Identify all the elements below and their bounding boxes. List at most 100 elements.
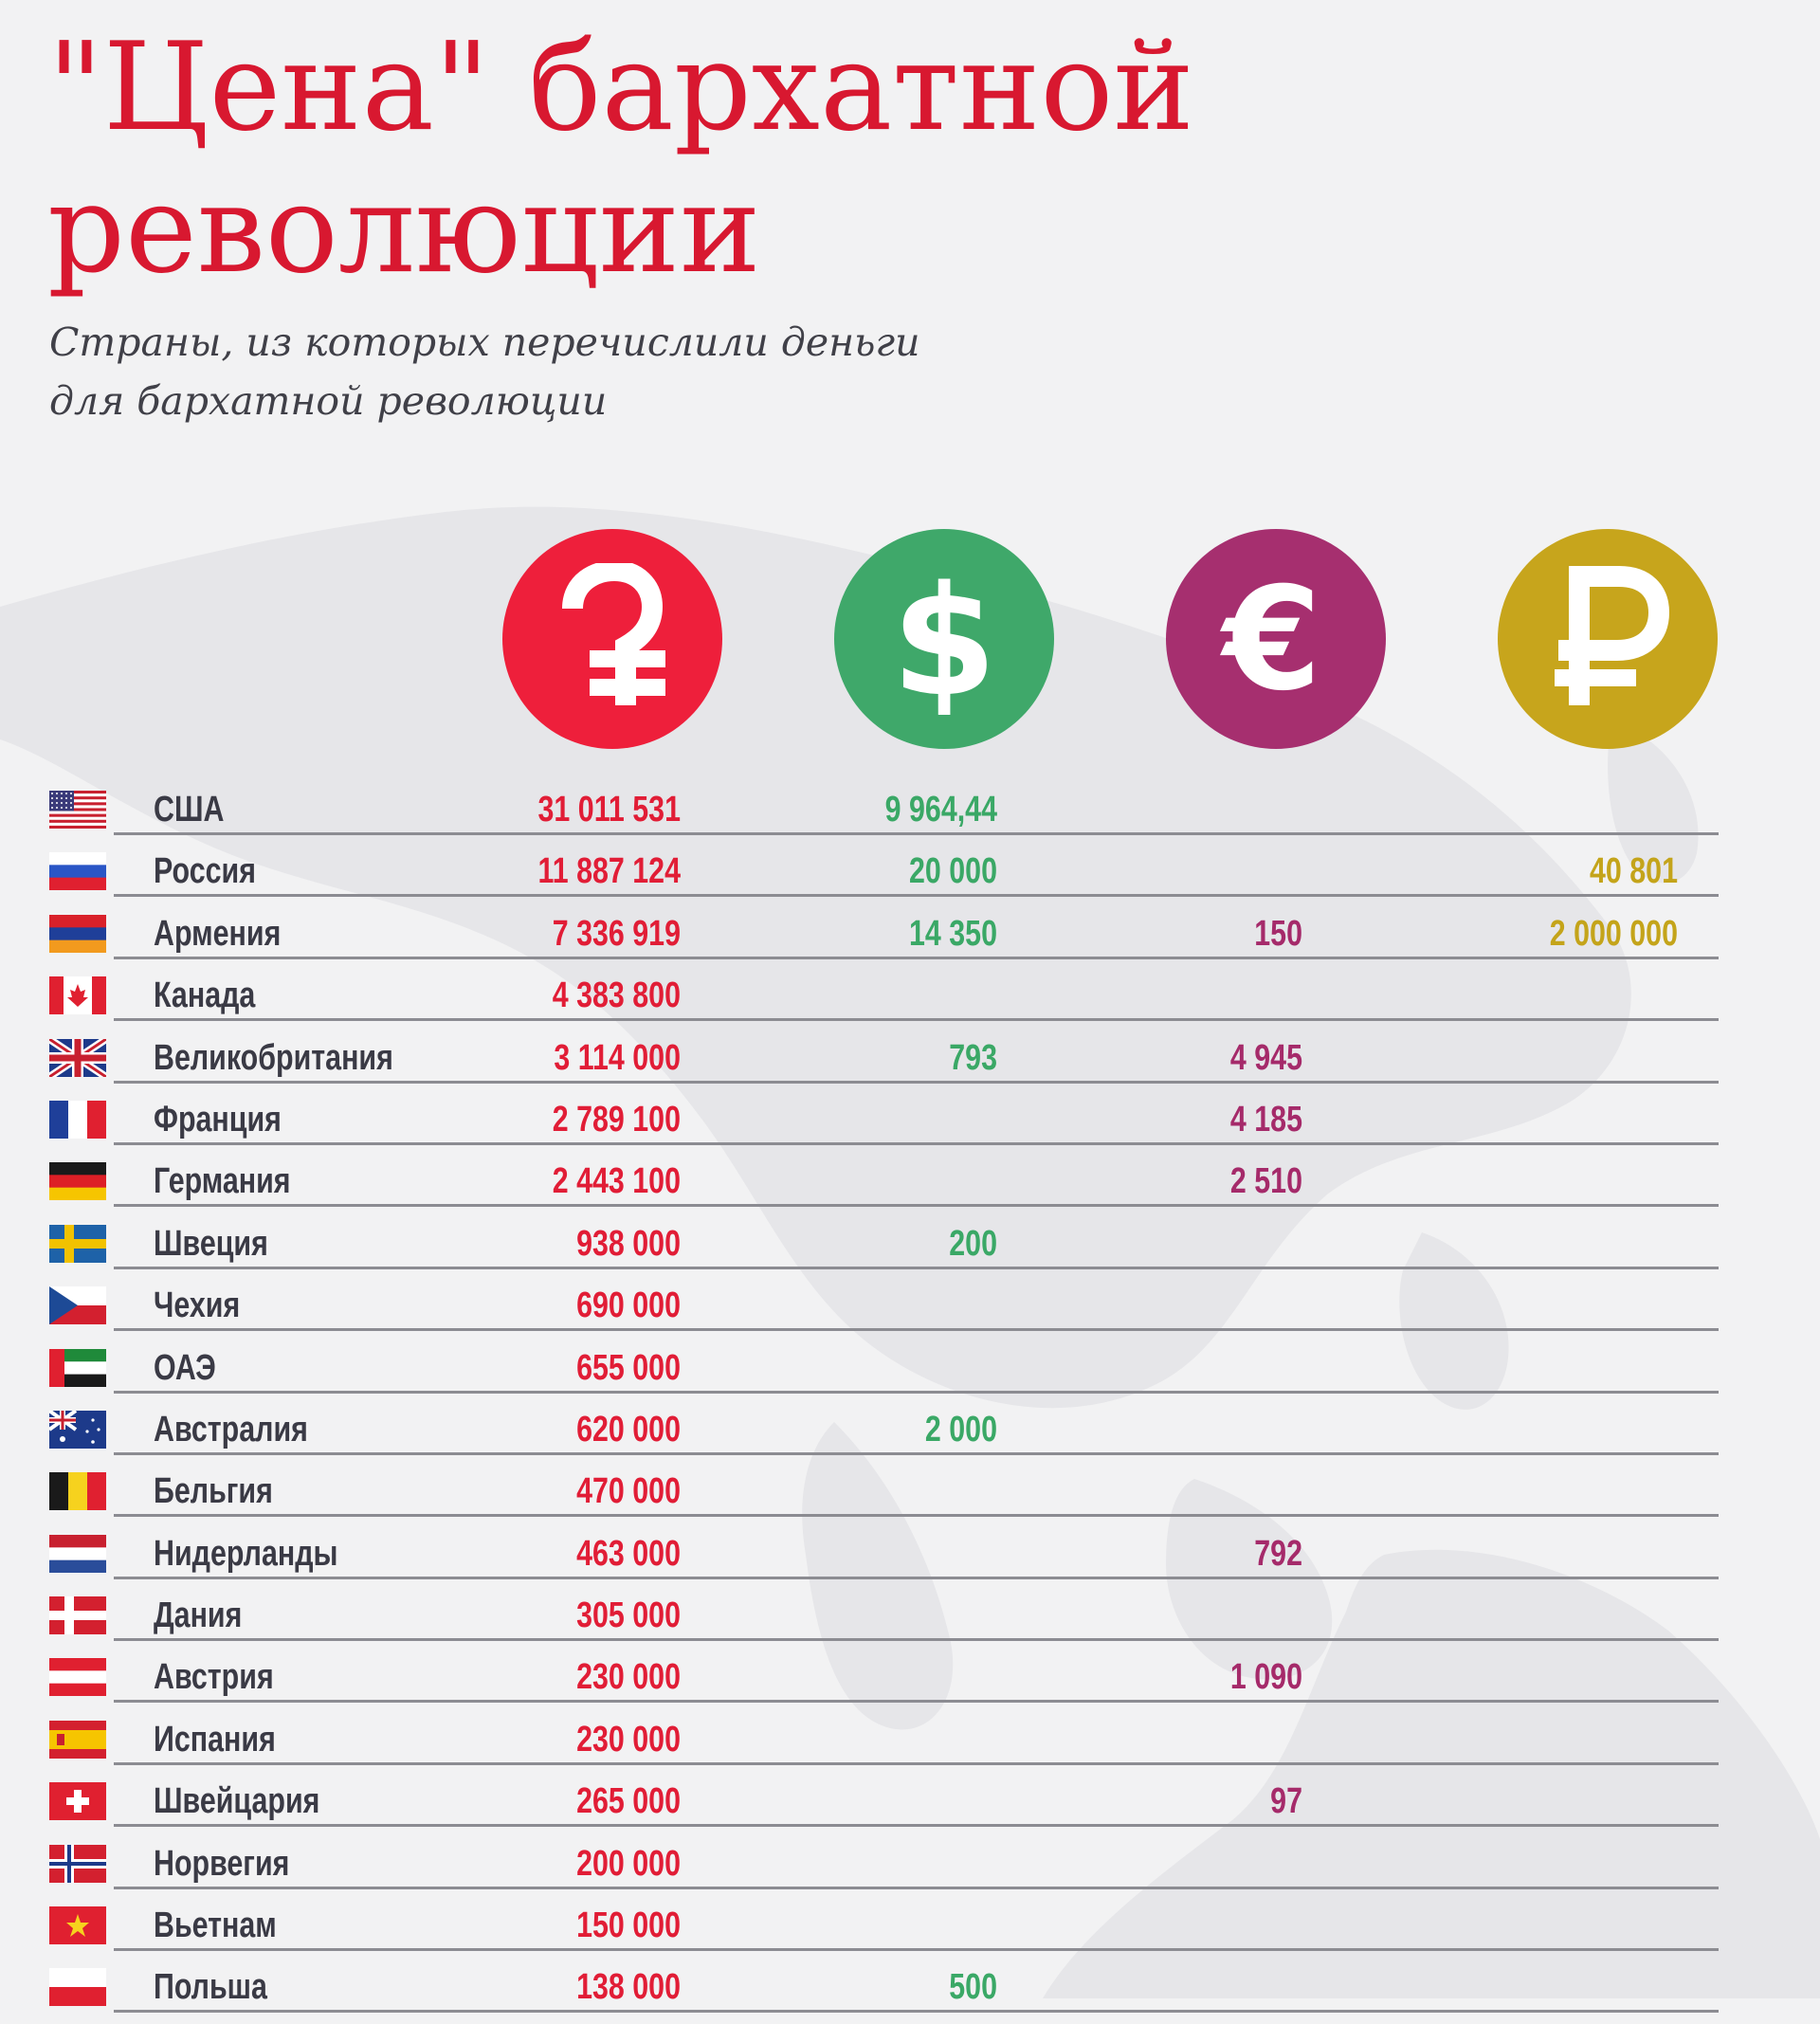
country-name: Армения [154,913,282,954]
amount-usd: 9 964,44 [884,790,997,830]
country-name: Швейцария [154,1781,320,1822]
euro-coin: € [1166,529,1386,749]
amount-usd: 14 350 [909,913,997,954]
country-name: Россия [154,851,256,892]
amount-eur: 792 [1254,1533,1302,1574]
amount-amd: 4 383 800 [552,976,681,1016]
row-divider [114,1141,1719,1145]
amount-eur: 150 [1254,913,1302,954]
row-divider [114,1514,1719,1518]
ruble-coin [1498,529,1718,749]
table-row: Бельгия 470 000 [0,1466,1820,1527]
table-row: Швейцария 265 000 97 [0,1776,1820,1837]
flag-am-icon [49,914,106,953]
amount-rub: 40 801 [1590,851,1678,892]
ruble-icon [1555,566,1670,705]
flag-au-icon [49,1410,106,1449]
row-divider [114,1451,1719,1455]
table-row: Швеция 938 000 200 [0,1218,1820,1280]
subtitle-line-1: Страны, из которых перечислили деньги [49,319,920,365]
svg-text:$: $ [891,563,996,715]
subtitle-line-2: для бархатной революции [49,378,608,424]
country-name: Чехия [154,1286,241,1326]
dram-coin [502,529,722,749]
country-name: Дания [154,1595,243,1636]
country-name: Австрия [154,1657,274,1698]
row-divider [114,1328,1719,1332]
amount-amd: 470 000 [576,1471,681,1512]
country-name: Норвегия [154,1843,290,1884]
row-divider [114,1018,1719,1022]
flag-nl-icon [49,1534,106,1573]
page-subtitle: Страны, из которых перечислили деньги дл… [49,313,920,430]
country-name: Швеция [154,1223,268,1264]
row-divider [114,1761,1719,1765]
row-divider [114,2010,1719,2014]
row-divider [114,832,1719,835]
flag-pl-icon [49,1968,106,2007]
table-row: Испания 230 000 [0,1714,1820,1776]
country-name: Австралия [154,1409,308,1450]
row-divider [114,1886,1719,1889]
amount-amd: 230 000 [576,1657,681,1698]
country-name: Германия [154,1161,291,1202]
table-row: Австрия 230 000 1 090 [0,1651,1820,1713]
row-divider [114,1700,1719,1704]
amount-amd: 138 000 [576,1967,681,2008]
amount-amd: 3 114 000 [554,1037,681,1078]
amount-eur: 4 945 [1229,1037,1302,1078]
row-divider [114,1204,1719,1208]
amount-amd: 305 000 [576,1595,681,1636]
country-name: Вьетнам [154,1905,277,1946]
euro-icon: € [1220,563,1321,715]
flag-es-icon [49,1720,106,1759]
flag-no-icon [49,1844,106,1883]
table-row: ОАЭ 655 000 [0,1342,1820,1404]
amount-amd: 620 000 [576,1409,681,1450]
country-name: Испания [154,1719,276,1760]
flag-ch-icon [49,1782,106,1821]
country-name: Канада [154,976,256,1016]
amount-eur: 1 090 [1229,1657,1302,1698]
amount-rub: 2 000 000 [1549,913,1678,954]
table-row: США 31 011 531 9 964,44 [0,784,1820,846]
table-row: Чехия 690 000 [0,1280,1820,1341]
row-divider [114,1824,1719,1828]
title-line-2: революции [47,159,761,301]
dollar-coin: $ [834,529,1054,749]
country-name: Польша [154,1967,267,2008]
table-row: Нидерланды 463 000 792 [0,1528,1820,1590]
country-name: США [154,790,225,830]
country-name: Франция [154,1099,282,1140]
amount-amd: 690 000 [576,1286,681,1326]
flag-at-icon [49,1658,106,1697]
amount-amd: 31 011 531 [537,790,681,830]
row-divider [114,894,1719,898]
amount-eur: 4 185 [1229,1099,1302,1140]
table-row: Польша 138 000 500 [0,1961,1820,2023]
table-row: Россия 11 887 124 20 000 40 801 [0,846,1820,907]
amount-usd: 500 [949,1967,997,2008]
amount-usd: 2 000 [924,1409,997,1450]
amount-amd: 200 000 [576,1843,681,1884]
country-name: Нидерланды [154,1533,338,1574]
row-divider [114,1576,1719,1579]
table-row: Армения 7 336 919 14 350 150 2 000 000 [0,908,1820,970]
country-name: Бельгия [154,1471,273,1512]
row-divider [114,1390,1719,1394]
flag-ru-icon [49,852,106,891]
table-row: Норвегия 200 000 [0,1838,1820,1900]
flag-vn-icon [49,1906,106,1945]
row-divider [114,1266,1719,1269]
flag-se-icon [49,1224,106,1263]
table-row: Германия 2 443 100 2 510 [0,1156,1820,1217]
flag-dk-icon [49,1596,106,1635]
amount-usd: 20 000 [909,851,997,892]
amount-amd: 265 000 [576,1781,681,1822]
amount-amd: 2 789 100 [552,1099,681,1140]
amount-eur: 97 [1270,1781,1302,1822]
amount-amd: 11 887 124 [537,851,681,892]
country-name: Великобритания [154,1037,393,1078]
svg-text:€: € [1220,563,1321,715]
flag-fr-icon [49,1100,106,1139]
